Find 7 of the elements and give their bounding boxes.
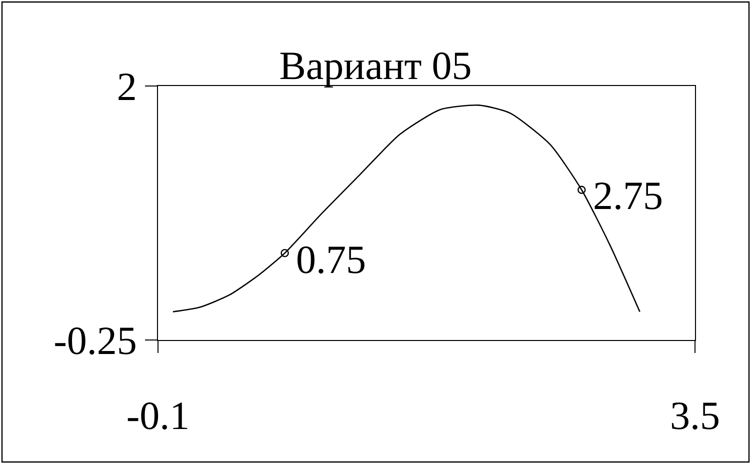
y-tick-label: 2 (116, 64, 137, 109)
annotation: 0.75 (296, 237, 366, 282)
annotation: 2.75 (593, 173, 663, 218)
y-tick-label: -0.25 (54, 318, 137, 363)
x-tick-label: 3.5 (670, 393, 720, 438)
chart-title: Вариант 05 (279, 42, 472, 88)
x-tick-label: -0.1 (126, 393, 190, 438)
